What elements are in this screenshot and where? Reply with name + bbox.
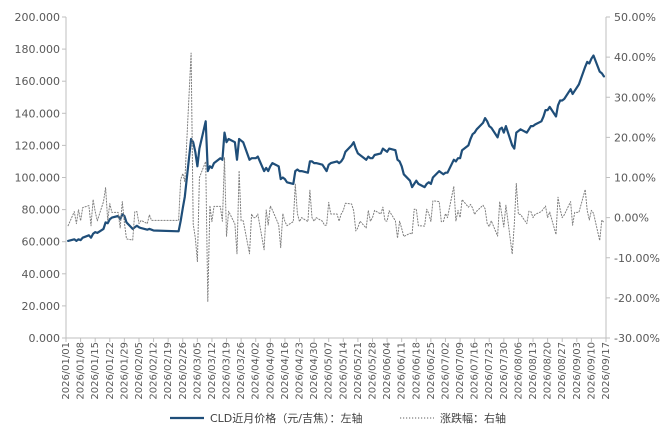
x-tick-label: 2026/04/30: [309, 342, 320, 400]
x-tick-label: 2026/05/14: [338, 342, 349, 400]
x-tick-label: 2026/02/19: [163, 342, 174, 400]
x-tick-label: 2026/09/03: [572, 342, 583, 400]
x-tick-label: 2026/07/02: [440, 342, 451, 400]
x-tick-label: 2026/08/13: [528, 342, 539, 400]
left-tick-label: 80.000: [22, 204, 61, 217]
x-tick-label: 2026/04/02: [251, 342, 262, 400]
legend-label: CLD近月价格（元/吉焦）：左轴: [210, 411, 363, 425]
right-tick-label: 20.00%: [614, 131, 656, 144]
x-tick-label: 2026/08/20: [543, 342, 554, 400]
legend-label: 涨跌幅：右轴: [440, 411, 506, 425]
left-tick-label: 60.000: [22, 236, 61, 249]
x-tick-label: 2026/06/11: [397, 342, 408, 400]
x-tick-label: 2026/01/08: [76, 342, 87, 400]
x-tick-label: 2026/01/15: [90, 342, 101, 400]
axes-layer: 0.000 20.000 40.000 60.000 80.000 100.000 120.…: [15, 11, 660, 400]
x-tick-label: 2026/09/10: [586, 342, 597, 400]
right-tick-label: 50.00%: [614, 11, 656, 24]
left-tick-label: 40.000: [22, 268, 61, 281]
x-tick-label: 2026/07/16: [470, 342, 481, 400]
x-tick-label: 2026/05/28: [367, 342, 378, 400]
left-tick-label: 20.000: [22, 300, 61, 313]
x-tick-label: 2026/01/22: [105, 342, 116, 400]
left-tick-label: 100.000: [15, 172, 61, 185]
x-tick-label: 2026/06/25: [426, 342, 437, 400]
x-tick-label: 2026/05/21: [353, 342, 364, 400]
right-tick-label: -10.00%: [614, 252, 660, 265]
series-layer: [66, 52, 606, 303]
x-tick-label: 2026/05/07: [324, 342, 335, 400]
right-tick-label: 30.00%: [614, 91, 656, 104]
x-tick-label: 2026/04/16: [280, 342, 291, 400]
price-series-line: [66, 54, 606, 242]
x-tick-label: 2026/09/17: [601, 342, 612, 400]
x-tick-label: 2026/03/12: [207, 342, 218, 400]
change-pct-series-line: [67, 52, 605, 303]
x-tick-label: 2026/01/29: [119, 342, 130, 400]
x-tick-label: 2026/07/09: [455, 342, 466, 400]
right-tick-label: 40.00%: [614, 51, 656, 64]
x-tick-label: 2026/07/30: [499, 342, 510, 400]
x-tick-label: 2026/02/05: [134, 342, 145, 400]
x-tick-label: 2026/06/18: [411, 342, 422, 400]
legend: CLD近月价格（元/吉焦）：左轴 涨跌幅：右轴: [170, 411, 506, 425]
right-tick-label: -30.00%: [614, 332, 660, 345]
left-tick-label: 140.000: [15, 107, 61, 120]
left-tick-label: 0.000: [29, 332, 61, 345]
x-tick-label: 2026/01/01: [61, 342, 72, 400]
x-tick-label: 2026/03/05: [192, 342, 203, 400]
x-tick-label: 2026/04/23: [295, 342, 306, 400]
x-tick-label: 2026/02/12: [149, 342, 160, 400]
x-tick-label: 2026/03/19: [222, 342, 233, 400]
left-tick-label: 200.000: [15, 11, 61, 24]
right-tick-label: -20.00%: [614, 292, 660, 305]
left-tick-label: 160.000: [15, 75, 61, 88]
x-tick-label: 2026/02/26: [178, 342, 189, 400]
x-tick-label: 2026/08/27: [557, 342, 568, 400]
right-tick-label: 10.00%: [614, 172, 656, 185]
left-tick-label: 180.000: [15, 43, 61, 56]
x-tick-label: 2026/04/09: [265, 342, 276, 400]
x-tick-label: 2026/06/04: [382, 342, 393, 400]
left-tick-label: 120.000: [15, 139, 61, 152]
right-tick-label: 0.00%: [614, 212, 649, 225]
x-tick-label: 2026/03/26: [236, 342, 247, 400]
x-tick-label: 2026/08/06: [513, 342, 524, 400]
x-tick-label: 2026/07/23: [484, 342, 495, 400]
